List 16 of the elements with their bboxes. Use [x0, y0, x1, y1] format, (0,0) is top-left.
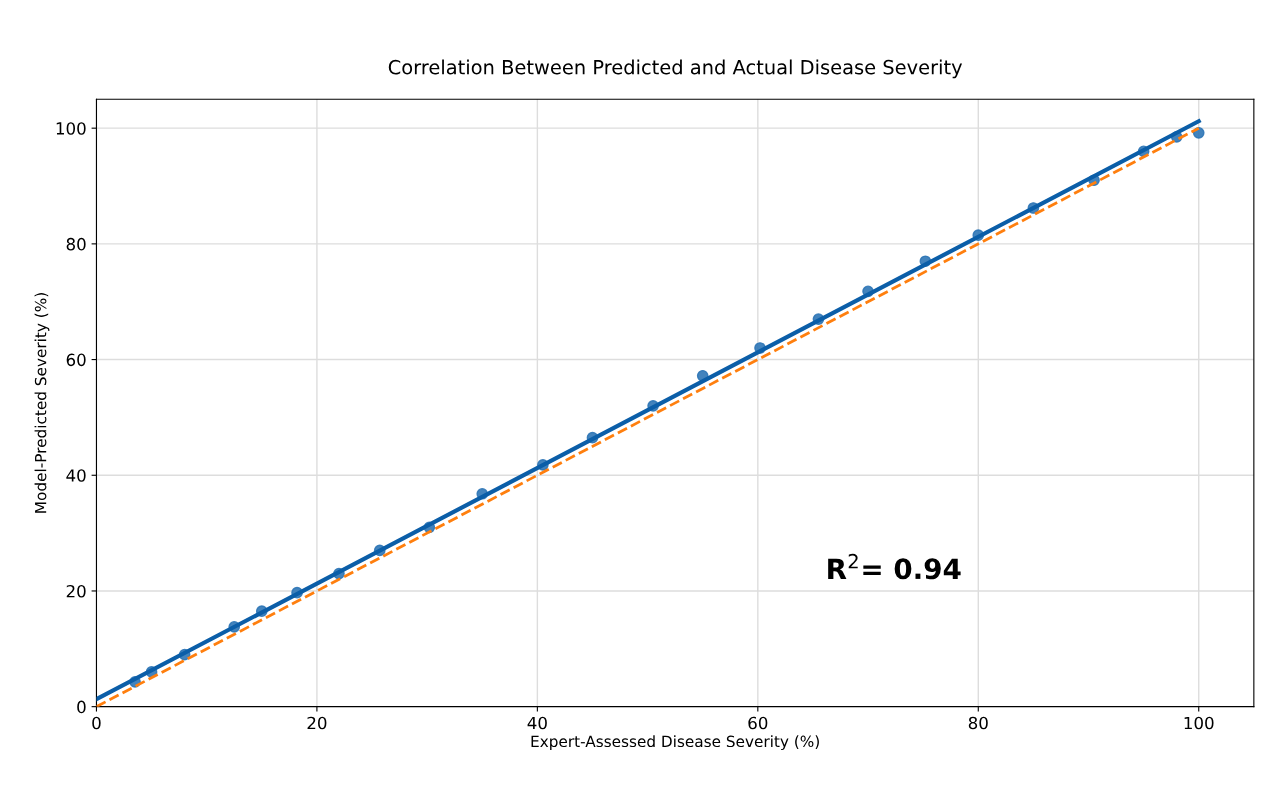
- x-tick-label: 80: [968, 716, 988, 730]
- x-axis-title: Expert-Assessed Disease Severity (%): [531, 735, 819, 751]
- y-tick-label: 20: [66, 584, 86, 598]
- y-tick-label: 60: [66, 353, 86, 367]
- y-tick-label: 40: [66, 469, 86, 482]
- y-tick-label: 100: [56, 122, 86, 135]
- x-tick-label: 60: [748, 716, 768, 730]
- x-tick-label: 0: [92, 716, 101, 730]
- x-tick-label: 20: [307, 716, 327, 730]
- x-tick-label: 40: [527, 716, 547, 730]
- y-tick-label: 0: [77, 700, 86, 714]
- chart-title: Correlation Between Predicted and Actual Disease Severity: [388, 59, 963, 79]
- y-axis-title: Model-Predicted Severity (%): [34, 293, 50, 513]
- x-tick-label: 100: [1184, 716, 1214, 730]
- y-tick-label: 80: [66, 237, 86, 251]
- annotation: R$^{2}$= 0.94: [828, 553, 961, 580]
